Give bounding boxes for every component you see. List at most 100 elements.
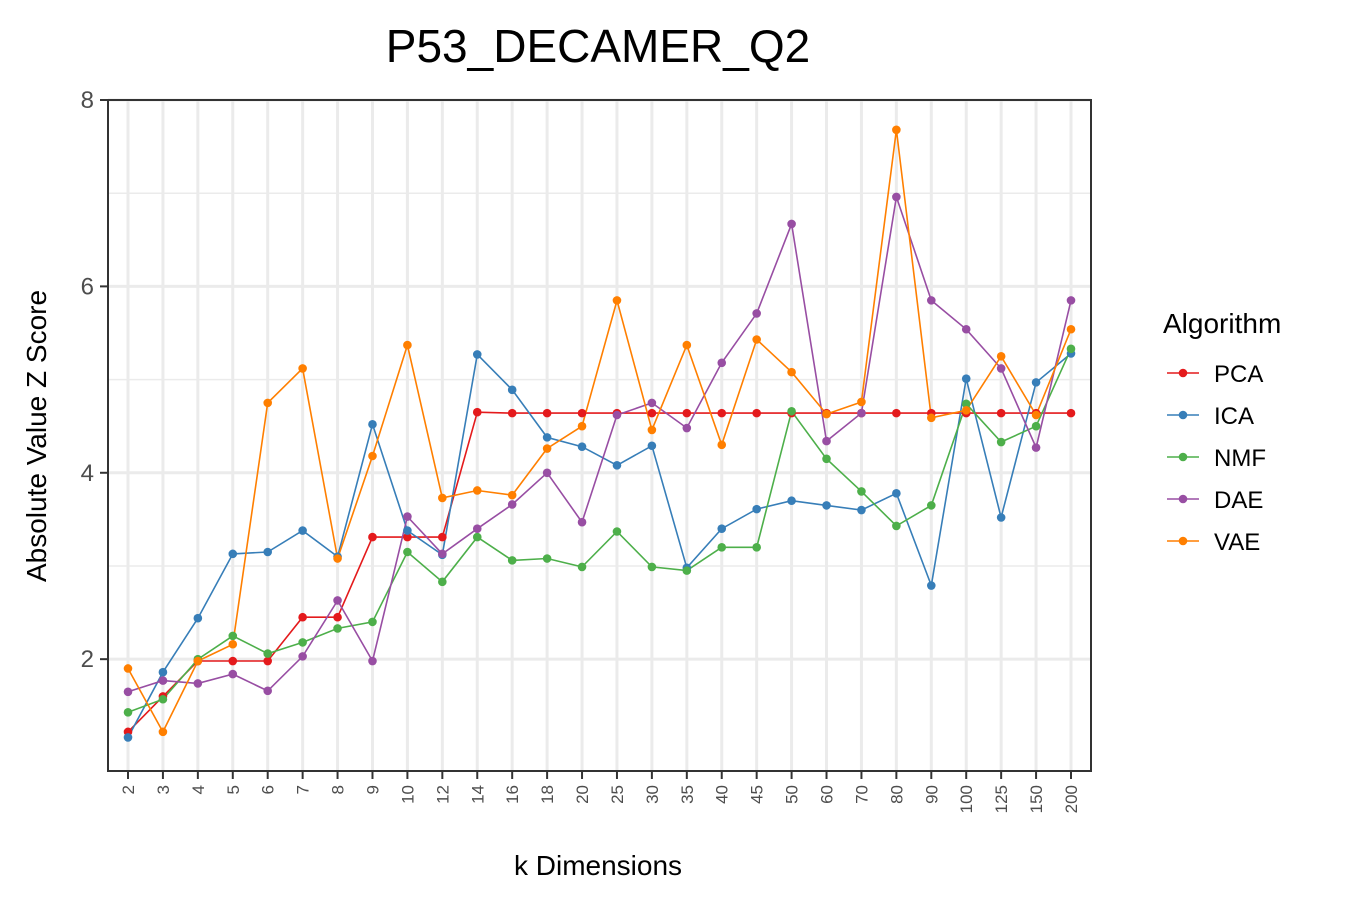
data-point-dae [472,524,482,533]
legend-label-pca: PCA [1214,361,1263,388]
data-point-vae [647,425,657,435]
data-point-vae [1066,324,1076,334]
data-point-vae [158,727,168,737]
x-tick-label: 100 [957,785,976,813]
data-point-vae [263,398,273,408]
data-point-vae [577,421,587,431]
data-point-nmf [926,501,936,510]
data-point-dae [647,398,657,408]
data-point-nmf [717,543,727,552]
x-tick-label: 20 [573,785,592,804]
data-point-ica [472,350,482,359]
x-tick-label: 50 [783,785,802,804]
data-point-ica [228,549,238,559]
data-point-nmf [228,631,238,641]
series-points [123,125,1076,742]
x-tick-label: 25 [608,785,627,804]
data-point-ica [787,496,796,506]
data-point-vae [857,397,866,407]
data-point-pca [507,408,517,418]
data-point-nmf [298,638,307,647]
x-tick-label: 6 [259,785,278,794]
data-point-vae [298,364,307,373]
data-point-dae [787,219,796,229]
x-axis-label: k Dimensions [514,850,682,881]
data-point-nmf [752,543,761,552]
data-point-nmf [577,562,587,572]
data-point-nmf [857,487,866,496]
y-axis: 2 4 6 8 [81,87,108,673]
legend-label-dae: DAE [1214,487,1263,514]
chart-title: P53_DECAMER_Q2 [386,20,810,72]
data-point-dae [717,358,727,368]
data-point-dae [507,500,517,509]
data-point-ica [1031,378,1041,387]
data-point-pca [647,408,657,418]
data-point-dae [577,517,587,527]
legend-key-point [1178,536,1188,546]
data-point-pca [996,408,1006,418]
data-point-vae [612,296,622,305]
data-point-ica [298,526,307,535]
x-tick-label: 10 [398,785,417,804]
data-point-nmf [438,577,447,587]
data-point-vae [1031,410,1041,420]
data-point-vae [403,340,412,350]
x-tick-label: 90 [922,785,941,804]
data-point-dae [961,324,971,334]
data-point-ica [961,374,971,383]
x-tick-label: 3 [154,785,173,794]
x-tick-label: 8 [329,785,348,794]
legend-label-ica: ICA [1214,403,1254,430]
data-point-nmf [822,454,831,464]
data-point-vae [926,413,936,423]
series-line-nmf [127,348,1072,714]
data-point-dae [542,468,552,478]
data-point-vae [961,406,971,415]
x-tick-label: 40 [713,785,732,804]
x-tick-label: 35 [678,785,697,804]
data-point-ica [612,461,622,470]
x-tick-label: 2 [119,785,138,794]
x-tick-label: 18 [538,785,557,804]
grid-major [108,98,1091,771]
data-point-pca [298,612,307,622]
data-point-pca [263,656,273,666]
data-point-vae [123,664,133,673]
data-point-nmf [507,556,517,565]
series-lines [127,129,1072,738]
data-point-nmf [368,617,377,627]
data-point-ica [123,733,133,742]
x-tick-label: 150 [1027,785,1046,813]
data-point-pca [892,408,901,418]
y-tick-label: 6 [81,273,94,300]
data-point-ica [822,501,831,510]
data-point-vae [472,486,482,495]
data-point-pca [472,407,482,417]
series-line-dae [127,196,1072,693]
data-point-dae [892,192,901,202]
data-point-ica [996,513,1006,522]
data-point-nmf [1066,344,1076,354]
data-point-dae [158,676,168,685]
data-point-pca [682,408,692,418]
legend: Algorithm PCA ICA NMF DAE VAE [1163,308,1281,556]
y-tick-label: 8 [81,87,94,114]
x-tick-label: 5 [224,785,243,794]
data-point-ica [542,433,552,442]
x-tick-label: 45 [748,785,767,804]
data-point-vae [542,444,552,453]
x-tick-label: 30 [643,785,662,804]
data-point-ica [577,442,587,451]
data-point-nmf [263,649,273,658]
data-point-nmf [158,694,168,704]
data-point-dae [857,408,866,418]
data-point-dae [926,296,936,305]
data-point-nmf [647,562,657,572]
data-point-vae [228,639,238,649]
data-point-pca [228,656,238,666]
data-point-nmf [612,527,622,536]
x-tick-label: 125 [992,785,1011,813]
data-point-nmf [403,547,412,557]
data-point-nmf [123,707,133,717]
